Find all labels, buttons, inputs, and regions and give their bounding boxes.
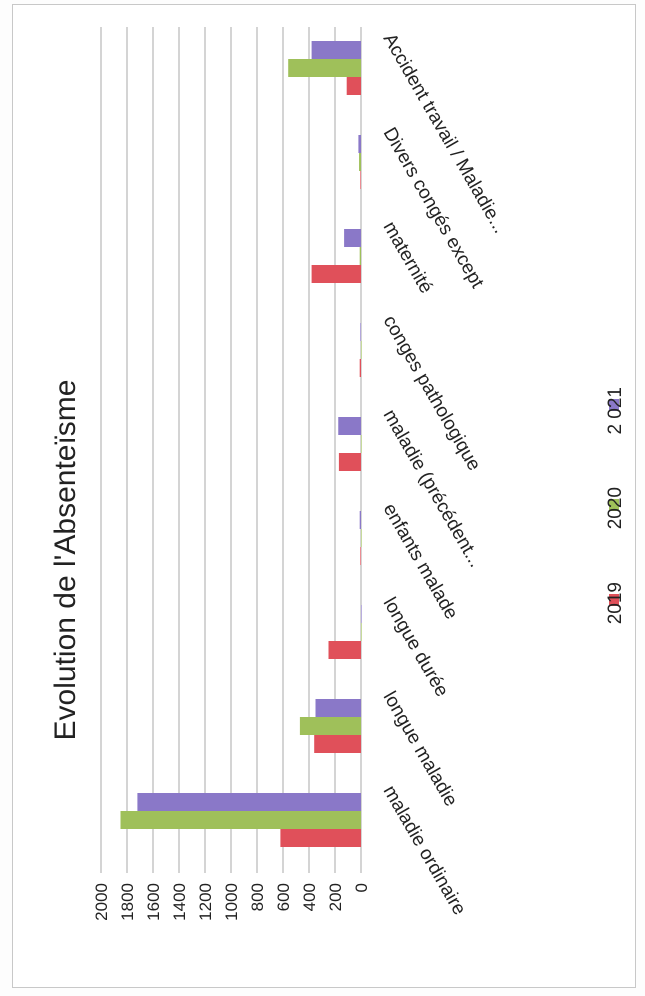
legend-label: 2 021 <box>605 387 626 435</box>
legend-label: 2020 <box>605 487 626 529</box>
bar-2020-1 <box>299 717 361 735</box>
bar-2020-7 <box>359 153 361 171</box>
bar-2 021-4 <box>338 417 361 435</box>
bar-2020-4 <box>361 435 362 453</box>
chart-title: Evolution de l'Absenteïsme <box>49 380 82 741</box>
tick-label: 1800 <box>118 883 137 921</box>
chart-frame: 0 200 400 600 800 1000 1200 1400 1600 1800 2000 ma… <box>12 4 636 988</box>
bar-2 021-7 <box>358 135 361 153</box>
bar-2020-6 <box>359 247 361 265</box>
tick-label: 600 <box>274 883 293 911</box>
bars <box>120 41 362 847</box>
bar-2 021-5 <box>360 323 361 341</box>
legend: 2019 2020 2 021 <box>605 387 626 624</box>
tick-label: 1200 <box>196 883 215 921</box>
bar-2019-1 <box>314 735 361 753</box>
bar-2 021-2 <box>361 605 362 623</box>
tick-label: 0 <box>352 883 371 892</box>
bar-2020-8 <box>288 59 361 77</box>
bar-2019-3 <box>360 547 361 565</box>
bar-2 021-8 <box>311 41 361 59</box>
bar-2019-8 <box>346 77 361 95</box>
tick-label: 800 <box>248 883 267 911</box>
bar-2 021-6 <box>344 229 361 247</box>
tick-label: 200 <box>326 883 345 911</box>
bar-2019-5 <box>359 359 361 377</box>
bar-2020-3 <box>361 529 362 547</box>
bar-chart: 0 200 400 600 800 1000 1200 1400 1600 1800 2000 ma… <box>49 27 626 921</box>
category-label: maladie (précédent... <box>379 406 486 571</box>
category-label: conges pathologique <box>379 312 485 474</box>
tick-label: 1000 <box>222 883 241 921</box>
bar-2020-2 <box>361 623 362 641</box>
value-axis: 0 200 400 600 800 1000 1200 1400 1600 1800 2000 <box>92 883 371 921</box>
bar-2019-6 <box>311 265 361 283</box>
bar-2019-2 <box>328 641 361 659</box>
legend-swatch <box>609 399 619 411</box>
legend-label: 2019 <box>605 582 626 624</box>
bar-2019-7 <box>360 171 361 189</box>
tick-label: 1400 <box>170 883 189 921</box>
legend-swatch <box>609 594 619 606</box>
legend-swatch <box>609 499 619 511</box>
tick-label: 2000 <box>92 883 111 921</box>
bar-2019-4 <box>338 453 361 471</box>
gridlines <box>100 27 362 873</box>
bar-2020-0 <box>120 811 361 829</box>
bar-2 021-0 <box>137 793 361 811</box>
tick-label: 400 <box>300 883 319 911</box>
category-label: maternité <box>379 218 437 297</box>
tick-label: 1600 <box>144 883 163 921</box>
bar-2 021-3 <box>359 511 361 529</box>
category-label: Divers congés except <box>379 124 488 292</box>
bar-2 021-1 <box>315 699 361 717</box>
bar-2019-0 <box>280 829 361 847</box>
bar-2020-5 <box>361 341 362 359</box>
